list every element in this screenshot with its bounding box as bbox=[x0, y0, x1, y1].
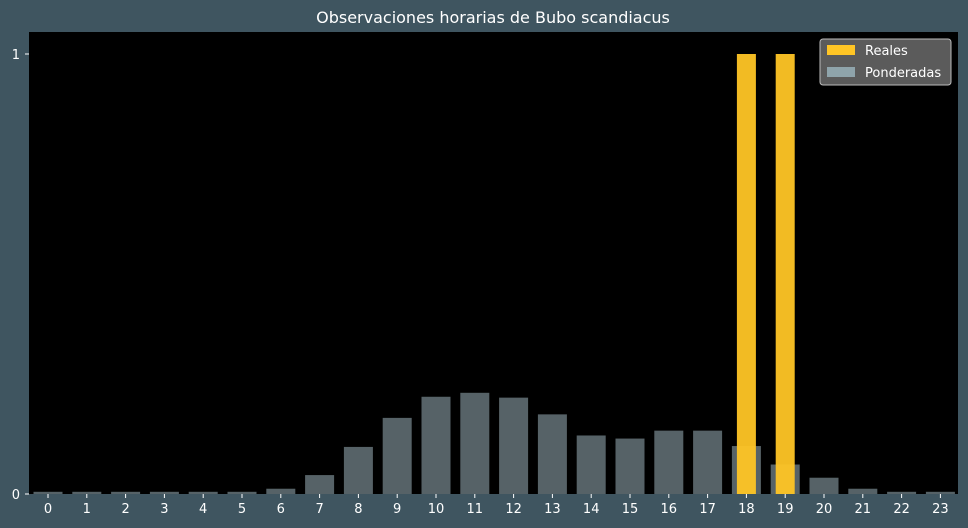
series-reales bbox=[736, 54, 795, 494]
bar-ponderadas-5 bbox=[227, 491, 257, 494]
x-tick-label-14: 14 bbox=[583, 502, 600, 517]
x-tick-label-6: 6 bbox=[277, 502, 285, 517]
bar-ponderadas-9 bbox=[382, 417, 412, 494]
x-tick-label-5: 5 bbox=[238, 502, 246, 517]
x-tick-label-23: 23 bbox=[932, 502, 949, 517]
x-tick-label-21: 21 bbox=[855, 502, 872, 517]
x-tick-label-9: 9 bbox=[393, 502, 401, 517]
bar-ponderadas-6 bbox=[266, 488, 296, 494]
bar-ponderadas-13 bbox=[537, 414, 567, 494]
bar-ponderadas-16 bbox=[654, 430, 684, 494]
x-tick-label-7: 7 bbox=[315, 502, 323, 517]
x-tick-label-15: 15 bbox=[622, 502, 639, 517]
x-tick-label-2: 2 bbox=[121, 502, 129, 517]
x-axis-ticks: 0 1 2 3 4 5 6 7 8 9 10 11 12 13 14 15 16 17 18 19 20 21 22 23 bbox=[44, 494, 949, 517]
bar-ponderadas-3 bbox=[149, 491, 179, 494]
bar-ponderadas-0 bbox=[33, 491, 63, 494]
legend-label-reales: Reales bbox=[865, 44, 908, 59]
bar-ponderadas-15 bbox=[615, 438, 645, 494]
legend-swatch-ponderadas bbox=[827, 67, 855, 77]
y-axis-ticks: 01 bbox=[12, 48, 29, 503]
legend-swatch-reales bbox=[827, 45, 855, 55]
x-tick-label-16: 16 bbox=[661, 502, 678, 517]
x-tick-label-3: 3 bbox=[160, 502, 168, 517]
x-tick-label-4: 4 bbox=[199, 502, 207, 517]
x-tick-label-19: 19 bbox=[777, 502, 794, 517]
bar-ponderadas-4 bbox=[188, 491, 218, 494]
bar-ponderadas-17 bbox=[693, 430, 723, 494]
chart-title: Observaciones horarias de Bubo scandiacu… bbox=[316, 8, 670, 27]
bar-ponderadas-2 bbox=[111, 491, 141, 494]
bar-ponderadas-14 bbox=[576, 435, 606, 494]
x-tick-label-12: 12 bbox=[505, 502, 522, 517]
bar-reales-18 bbox=[736, 54, 756, 494]
x-tick-label-1: 1 bbox=[83, 502, 91, 517]
x-tick-label-13: 13 bbox=[544, 502, 561, 517]
x-tick-label-20: 20 bbox=[816, 502, 833, 517]
x-tick-label-0: 0 bbox=[44, 502, 52, 517]
x-tick-label-22: 22 bbox=[893, 502, 910, 517]
y-tick-label-0: 0 bbox=[12, 488, 20, 503]
x-tick-label-10: 10 bbox=[428, 502, 445, 517]
legend-label-ponderadas: Ponderadas bbox=[865, 66, 941, 81]
bar-ponderadas-20 bbox=[809, 477, 839, 494]
bar-ponderadas-1 bbox=[72, 491, 102, 494]
bar-ponderadas-12 bbox=[499, 397, 529, 494]
bar-ponderadas-10 bbox=[421, 396, 451, 494]
legend: Reales Ponderadas bbox=[819, 38, 952, 86]
y-tick-label-1: 1 bbox=[12, 48, 20, 63]
x-tick-label-11: 11 bbox=[467, 502, 484, 517]
plot-area bbox=[29, 32, 958, 494]
x-tick-label-8: 8 bbox=[354, 502, 362, 517]
bar-ponderadas-23 bbox=[925, 491, 955, 494]
bar-ponderadas-7 bbox=[305, 475, 335, 494]
x-tick-label-17: 17 bbox=[699, 502, 716, 517]
bar-ponderadas-22 bbox=[887, 491, 917, 494]
bar-ponderadas-11 bbox=[460, 392, 490, 494]
x-tick-label-18: 18 bbox=[738, 502, 755, 517]
bar-ponderadas-8 bbox=[343, 446, 373, 494]
bar-ponderadas-21 bbox=[848, 488, 878, 494]
bar-reales-19 bbox=[775, 54, 795, 494]
